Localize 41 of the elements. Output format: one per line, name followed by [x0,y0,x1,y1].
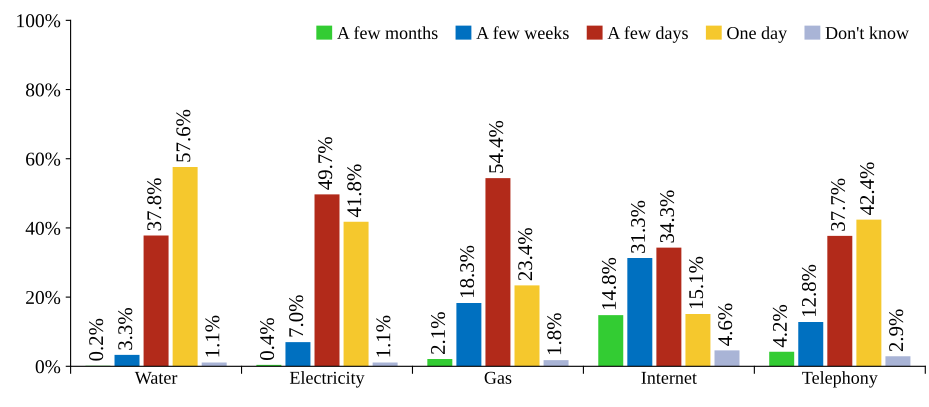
legend-label: A few days [607,26,688,43]
legend-label: A few months [337,26,438,40]
legend-label: A few weeks [476,26,569,40]
legend-label: One day [727,26,788,43]
data-label: 18.3% [460,246,474,297]
data-label: 2.1% [430,312,446,354]
x-tick-label: Internet [641,372,697,384]
data-label: 2.9% [889,309,904,352]
data-label: 23.4% [518,228,532,280]
data-label: 7.0% [289,295,304,337]
legend-label: Don't know [826,26,909,40]
data-label: 14.8% [602,258,616,310]
data-label: 34.3% [660,190,674,242]
data-label: 0.4% [260,318,274,360]
data-label: 3.3% [118,308,132,350]
y-tick-label: 40% [26,222,60,235]
x-tick-label: Telephony [802,371,878,388]
data-label: 42.4% [860,162,874,216]
data-label: 0.2% [89,318,104,361]
data-label: 49.7% [318,137,332,190]
data-label: 12.8% [802,264,816,316]
x-tick-label: Electricity [290,371,365,388]
y-tick-label: 60% [26,152,60,166]
data-label: 31.3% [630,200,646,253]
data-label: 57.6% [176,110,190,162]
data-label: 1.1% [376,316,390,356]
data-label: 41.8% [347,164,362,218]
y-tick-label: 0% [36,360,60,374]
y-tick-label: 100% [17,14,60,28]
x-tick-label: Water [134,372,178,384]
data-label: 37.7% [830,178,846,231]
data-label: 4.2% [772,304,788,348]
data-label: 37.8% [147,178,162,230]
data-label: 15.1% [689,256,704,308]
data-label: 1.8% [547,313,562,354]
y-tick-label: 20% [26,290,60,304]
y-tick-label: 80% [26,83,60,97]
data-label: 1.1% [205,316,220,356]
x-tick-label: Gas [484,372,512,384]
data-label: 54.4% [489,120,504,173]
data-label: 4.6% [718,304,732,346]
